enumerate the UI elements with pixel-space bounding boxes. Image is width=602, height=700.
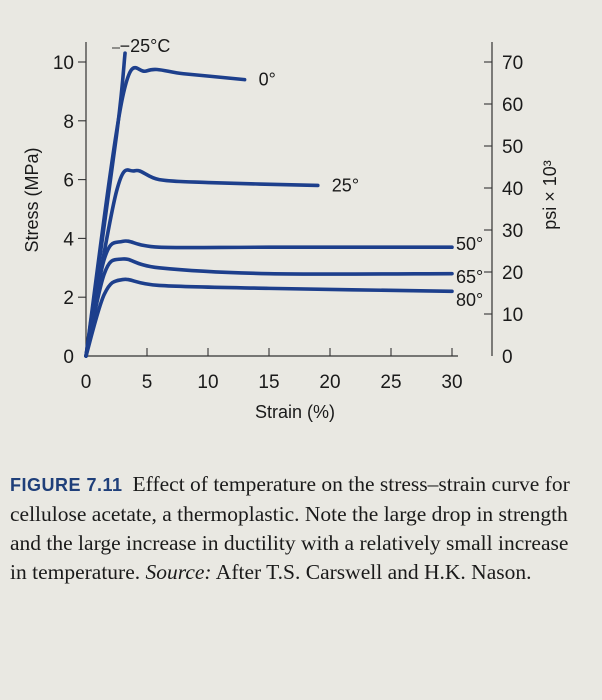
y2-tick-label-50: 50 (502, 137, 523, 158)
y2-tick-label-10: 10 (502, 305, 523, 326)
x-axis-title: Strain (%) (255, 402, 335, 422)
y2-tick-label-30: 30 (502, 221, 523, 242)
x-tick-label-5: 5 (142, 372, 153, 393)
y2-axis-title: psi × 10³ (540, 160, 560, 230)
y-tick-label-10: 10 (53, 53, 74, 74)
y-tick-label-6: 6 (63, 171, 74, 192)
chart-curves (84, 51, 454, 358)
y-tick-label-0: 0 (63, 347, 74, 368)
chart-ticks: 0 5 10 15 20 25 30 0 2 4 6 8 10 0 10 20 30 40 50 60 70 (53, 53, 523, 393)
x-tick-label-10: 10 (197, 372, 218, 393)
series-line-80 (84, 277, 454, 358)
series-label-25c: −25°C (120, 36, 171, 56)
x-tick-label-0: 0 (81, 372, 92, 393)
y2-tick-label-40: 40 (502, 179, 523, 200)
y-tick-label-4: 4 (63, 229, 74, 250)
figure-caption: FIGURE 7.11 Effect of temperature on the … (10, 470, 590, 587)
caption-source-label: Source: (145, 560, 212, 584)
figure-label: FIGURE 7.11 (10, 475, 123, 495)
x-tick-label-15: 15 (258, 372, 279, 393)
caption-source-text: After T.S. Carswell and H.K. Nason. (215, 560, 532, 584)
series-label-25: 25° (332, 175, 359, 195)
x-tick-label-30: 30 (441, 372, 462, 393)
series-label-0: 0° (259, 70, 276, 90)
x-tick-label-25: 25 (380, 372, 401, 393)
chart-axes (85, 42, 493, 357)
y-tick-label-8: 8 (63, 112, 74, 133)
y2-tick-label-20: 20 (502, 263, 523, 284)
series-label-65: 65° (456, 267, 483, 287)
series-line-0 (84, 65, 247, 358)
series-line-50 (84, 239, 454, 358)
caption-text: Effect of temperature on the stress–stra… (10, 472, 570, 584)
y-axis-title: Stress (MPa) (22, 147, 42, 252)
y-tick-label-2: 2 (63, 288, 74, 309)
x-tick-label-20: 20 (319, 372, 340, 393)
chart-labels: −25°C 0° 25° 50° 65° 80° (112, 36, 483, 310)
series-line-25 (84, 168, 320, 358)
stress-strain-chart: 0 5 10 15 20 25 30 0 2 4 6 8 10 0 10 20 30 40 50 60 70 −25°C… (22, 36, 560, 422)
y2-tick-label-60: 60 (502, 95, 523, 116)
y2-tick-label-70: 70 (502, 53, 523, 74)
series-label-50: 50° (456, 234, 483, 254)
series-label-80: 80° (456, 290, 483, 310)
series-line-65 (84, 257, 454, 358)
y2-tick-label-0: 0 (502, 347, 513, 368)
